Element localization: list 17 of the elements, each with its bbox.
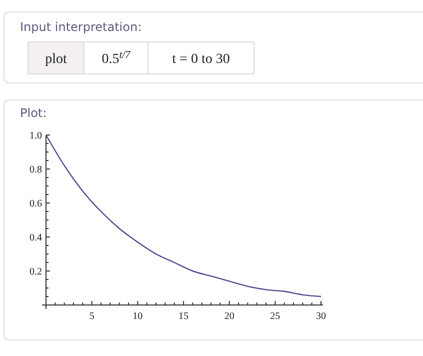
line-series: [45, 134, 322, 298]
x-tick-label: 10: [132, 311, 143, 322]
x-tick-label: 25: [270, 311, 280, 322]
y-tick-label: 0.6: [30, 198, 42, 210]
text: t = 0 to 30: [172, 52, 230, 67]
text: plot: [45, 52, 67, 67]
x-tick-label: 20: [224, 311, 234, 322]
y-tick-label: 0.4: [30, 232, 42, 244]
chart-title: Plot:: [20, 106, 47, 120]
text: 0.5$^{t/7}$: [102, 50, 132, 67]
x-tick-label: 15: [178, 311, 188, 322]
y-tick-label: 1.0: [30, 130, 42, 142]
y-tick-label: 0.2: [30, 266, 42, 278]
x-tick-label: 5: [89, 311, 94, 322]
text: Input interpretation:: [20, 20, 142, 34]
x-tick-label: 30: [316, 311, 326, 322]
y-tick-label: 0.8: [30, 164, 42, 176]
